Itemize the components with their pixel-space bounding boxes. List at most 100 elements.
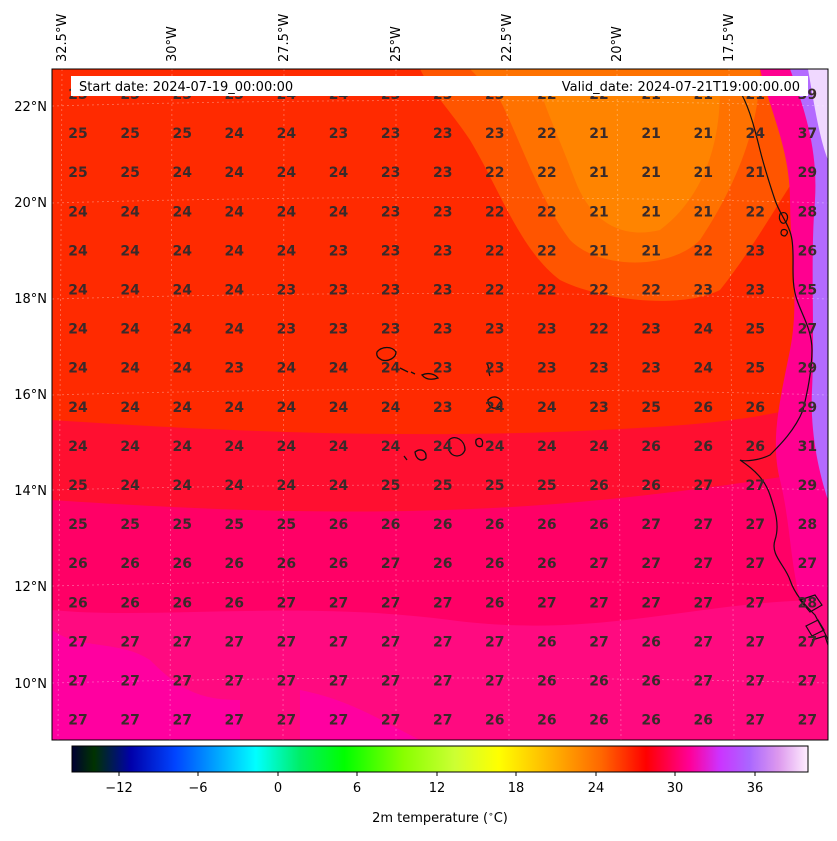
grid-value: 27 [798, 556, 817, 572]
colorbar-tick-label: 0 [274, 781, 282, 796]
grid-value: 24 [485, 439, 505, 455]
grid-value: 24 [172, 361, 192, 377]
grid-value: 21 [641, 243, 660, 259]
lon-label: 25°W [389, 26, 404, 62]
grid-value: 22 [641, 283, 660, 299]
grid-value: 24 [225, 322, 245, 338]
grid-value: 26 [381, 517, 400, 533]
grid-value: 22 [485, 204, 504, 220]
grid-value: 29 [798, 361, 817, 377]
grid-value: 27 [172, 674, 191, 690]
grid-value: 24 [277, 126, 297, 142]
lon-label: 22.5°W [500, 14, 515, 62]
grid-value: 27 [381, 634, 400, 650]
grid-value: 24 [120, 439, 140, 455]
grid-value: 27 [537, 595, 556, 611]
grid-value: 22 [746, 204, 765, 220]
grid-value: 23 [746, 283, 765, 299]
grid-value: 27 [798, 713, 817, 729]
grid-value: 27 [433, 674, 452, 690]
grid-value: 28 [798, 517, 817, 533]
grid-value: 24 [68, 204, 88, 220]
grid-value: 26 [485, 517, 504, 533]
grid-value: 24 [120, 204, 140, 220]
grid-value: 26 [225, 595, 244, 611]
grid-value: 23 [433, 165, 452, 181]
grid-value: 23 [277, 322, 296, 338]
grid-value: 22 [589, 283, 608, 299]
colorbar-tick-label: 6 [353, 781, 361, 796]
colorbar-tick-label: 36 [747, 781, 764, 796]
grid-value: 23 [641, 322, 660, 338]
grid-value: 26 [225, 556, 244, 572]
grid-value: 26 [537, 634, 556, 650]
grid-value: 23 [485, 126, 504, 142]
colorbar-tick-label: 30 [667, 781, 684, 796]
grid-value: 21 [693, 126, 712, 142]
grid-value: 22 [537, 243, 556, 259]
grid-value: 27 [68, 634, 87, 650]
grid-value: 27 [381, 674, 400, 690]
grid-value: 27 [746, 556, 765, 572]
grid-value: 24 [225, 243, 245, 259]
grid-value: 22 [485, 243, 504, 259]
start-date-label: Start date: 2024-07-19_00:00:00 [79, 80, 293, 95]
lat-label: 20°N [14, 196, 47, 211]
grid-value: 27 [641, 556, 660, 572]
grid-value: 26 [746, 439, 765, 455]
grid-value: 27 [329, 674, 348, 690]
grid-value: 26 [746, 400, 765, 416]
grid-value: 27 [798, 674, 817, 690]
grid-value: 25 [641, 400, 660, 416]
grid-value: 25 [172, 126, 191, 142]
grid-value: 22 [589, 322, 608, 338]
grid-value: 26 [277, 556, 296, 572]
grid-value: 24 [225, 283, 245, 299]
grid-value: 24 [225, 165, 245, 181]
grid-value: 23 [433, 204, 452, 220]
grid-value: 27 [485, 634, 504, 650]
grid-value: 24 [120, 322, 140, 338]
grid-value: 24 [68, 400, 88, 416]
grid-value: 27 [225, 634, 244, 650]
grid-value: 27 [329, 595, 348, 611]
grid-value: 24 [485, 400, 505, 416]
grid-value: 24 [381, 439, 401, 455]
grid-value: 31 [798, 439, 817, 455]
grid-value: 26 [537, 517, 556, 533]
grid-value: 26 [693, 713, 712, 729]
longitude-labels: 32.5°W 30°W 27.5°W 25°W 22.5°W 20°W 17.5… [55, 14, 737, 62]
grid-value: 26 [537, 713, 556, 729]
grid-value: 26 [641, 713, 660, 729]
grid-value: 26 [329, 517, 348, 533]
grid-value: 27 [225, 713, 244, 729]
map-frame [51, 68, 829, 741]
grid-value: 27 [746, 713, 765, 729]
grid-value: 23 [381, 322, 400, 338]
grid-value: 24 [277, 204, 297, 220]
grid-value: 23 [433, 243, 452, 259]
grid-value: 25 [433, 478, 452, 494]
grid-value: 24 [693, 361, 713, 377]
grid-value: 23 [433, 400, 452, 416]
grid-value: 27 [693, 595, 712, 611]
grid-value: 24 [172, 283, 192, 299]
grid-value: 24 [277, 361, 297, 377]
grid-value: 26 [120, 556, 139, 572]
grid-value: 24 [68, 361, 88, 377]
grid-value: 23 [329, 243, 348, 259]
grid-value: 26 [433, 517, 452, 533]
grid-value: 23 [329, 322, 348, 338]
grid-value: 26 [485, 713, 504, 729]
grid-value: 24 [381, 361, 401, 377]
grid-value: 29 [798, 478, 817, 494]
grid-value: 23 [433, 322, 452, 338]
grid-value: 25 [172, 517, 191, 533]
grid-value: 24 [120, 243, 140, 259]
grid-value: 22 [485, 165, 504, 181]
grid-value: 23 [433, 361, 452, 377]
grid-value: 21 [589, 165, 608, 181]
grid-value: 26 [589, 517, 608, 533]
latitude-labels: 22°N 20°N 18°N 16°N 14°N 12°N 10°N [14, 100, 47, 692]
grid-value: 27 [798, 634, 817, 650]
